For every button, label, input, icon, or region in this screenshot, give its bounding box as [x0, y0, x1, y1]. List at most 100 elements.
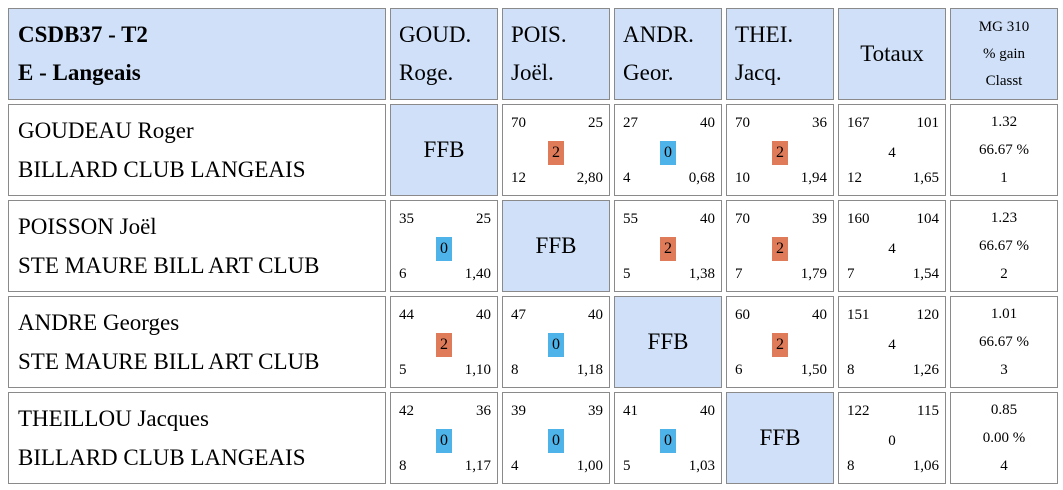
match-innings: 4 [511, 458, 519, 474]
results-table: CSDB37 - T2 E - Langeais GOUD. Roge. POI… [4, 4, 1062, 488]
win-percentage: 66.67 % [979, 142, 1029, 158]
player-club: STE MAURE BILL ART CLUB [18, 253, 320, 278]
total-points: 4 [888, 241, 896, 257]
player-name: GOUDEAU Roger [18, 118, 194, 143]
match-points-wrap: 0 [503, 333, 609, 357]
player-club: STE MAURE BILL ART CLUB [18, 349, 320, 374]
match-points-wrap: 2 [503, 141, 609, 165]
match-score: 42 [399, 403, 414, 419]
match-points-wrap: 2 [727, 333, 833, 357]
column-header-4-line1: THEI. [735, 22, 794, 47]
win-percentage: 66.67 % [979, 334, 1029, 350]
total-innings: 8 [847, 362, 855, 378]
match-score: 39 [511, 403, 526, 419]
match-average: 0,68 [688, 170, 715, 186]
match-score: 47 [511, 307, 526, 323]
player-row: ANDRE Georges STE MAURE BILL ART CLUB 44 40… [8, 296, 1058, 388]
loss-points-badge: 0 [436, 237, 452, 261]
match-target: 40 [700, 211, 715, 227]
player-name: POISSON Joël [18, 214, 157, 239]
column-header-2-line2: Joël. [511, 60, 554, 85]
match-target: 40 [588, 307, 603, 323]
total-innings: 7 [847, 266, 855, 282]
match-points-wrap: 0 [391, 237, 497, 261]
win-points-badge: 2 [772, 333, 788, 357]
general-average: 1.32 [990, 114, 1018, 130]
match-innings: 6 [399, 266, 407, 282]
column-header-4: THEI. Jacq. [726, 8, 834, 100]
match-score: 44 [399, 307, 414, 323]
match-target: 40 [812, 307, 827, 323]
match-innings: 12 [511, 170, 526, 186]
match-innings: 5 [399, 362, 407, 378]
competition-title-line2: E - Langeais [18, 60, 141, 85]
total-score: 160 [847, 211, 870, 227]
match-score: 70 [511, 115, 526, 131]
match-average: 1,40 [464, 266, 491, 282]
stats-cell: 1.01 66.67 % 3 [950, 296, 1058, 388]
match-innings: 7 [735, 266, 743, 282]
total-score: 122 [847, 403, 870, 419]
stats-cell: 1.23 66.67 % 2 [950, 200, 1058, 292]
loss-points-badge: 0 [436, 429, 452, 453]
match-target: 36 [812, 115, 827, 131]
total-points: 4 [888, 145, 896, 161]
loss-points-badge: 0 [660, 429, 676, 453]
player-cell: GOUDEAU Roger BILLARD CLUB LANGEAIS [8, 104, 386, 196]
win-points-badge: 2 [548, 141, 564, 165]
match-score: 70 [735, 115, 750, 131]
match-points-wrap: 2 [615, 237, 721, 261]
match-cell: 70 39 2 7 1,79 [726, 200, 834, 292]
totals-cell: 122 115 0 8 1,06 [838, 392, 946, 484]
win-percentage: 0.00 % [982, 430, 1026, 446]
column-header-3: ANDR. Geor. [614, 8, 722, 100]
match-target: 40 [700, 115, 715, 131]
competition-title: CSDB37 - T2 E - Langeais [8, 8, 386, 100]
match-points-wrap: 0 [391, 429, 497, 453]
total-target: 101 [916, 115, 940, 131]
column-header-2: POIS. Joël. [502, 8, 610, 100]
total-target: 115 [917, 403, 939, 419]
header-row: CSDB37 - T2 E - Langeais GOUD. Roge. POI… [8, 8, 1058, 100]
total-innings: 12 [847, 170, 862, 186]
total-average: 1,54 [912, 266, 939, 282]
match-average: 1,94 [800, 170, 827, 186]
column-header-1-line2: Roge. [399, 60, 454, 85]
loss-points-badge: 0 [660, 141, 676, 165]
ranking: 4 [1000, 458, 1008, 474]
match-cell: 70 36 2 10 1,94 [726, 104, 834, 196]
win-points-badge: 2 [660, 237, 676, 261]
match-innings: 5 [623, 458, 631, 474]
mg-header-line1: MG 310 [978, 18, 1030, 35]
mg-header-line2: % gain [982, 45, 1026, 62]
total-score: 151 [847, 307, 870, 323]
general-average: 0.85 [990, 402, 1018, 418]
match-cell: 27 40 0 4 0,68 [614, 104, 722, 196]
win-points-badge: 2 [772, 237, 788, 261]
total-points: 4 [888, 337, 896, 353]
total-innings: 8 [847, 458, 855, 474]
player-club: BILLARD CLUB LANGEAIS [18, 157, 306, 182]
player-cell: ANDRE Georges STE MAURE BILL ART CLUB [8, 296, 386, 388]
match-score: 27 [623, 115, 638, 131]
mg-header-line3: Classt [985, 72, 1023, 89]
match-points-wrap: 2 [391, 333, 497, 357]
match-average: 1,38 [688, 266, 715, 282]
column-header-3-line1: ANDR. [623, 22, 694, 47]
ranking: 2 [1000, 266, 1008, 282]
match-average: 1,17 [464, 458, 491, 474]
match-innings: 8 [399, 458, 407, 474]
match-cell: 70 25 2 12 2,80 [502, 104, 610, 196]
player-row: POISSON Joël STE MAURE BILL ART CLUB 35 25 0… [8, 200, 1058, 292]
column-header-1: GOUD. Roge. [390, 8, 498, 100]
win-points-badge: 2 [436, 333, 452, 357]
match-score: 41 [623, 403, 638, 419]
match-innings: 5 [623, 266, 631, 282]
match-points-wrap: 2 [727, 237, 833, 261]
match-innings: 4 [623, 170, 631, 186]
match-innings: 10 [735, 170, 750, 186]
match-average: 2,80 [576, 170, 603, 186]
match-cell: 55 40 2 5 1,38 [614, 200, 722, 292]
match-target: 40 [700, 403, 715, 419]
match-average: 1,50 [800, 362, 827, 378]
